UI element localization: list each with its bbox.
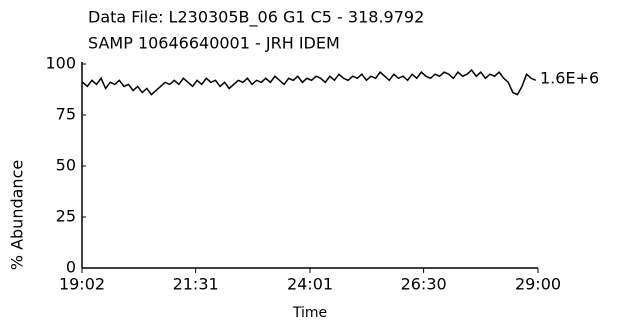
x-axis-label: Time — [292, 305, 327, 321]
y-tick-label: 50 — [56, 156, 76, 175]
trace — [82, 69, 537, 96]
x-tick-label: 21:31 — [173, 275, 219, 294]
x-tick-label: 24:01 — [287, 275, 333, 294]
chart-subtitle: SAMP 10646640001 - JRH IDEM — [88, 34, 340, 53]
y-tick-label: 75 — [56, 105, 76, 124]
x-tick-label: 29:00 — [515, 275, 561, 294]
y-axis-label: % Abundance — [8, 160, 27, 270]
x-tick-label: 26:30 — [401, 275, 447, 294]
y-tick-label: 100 — [45, 54, 76, 73]
annotation: 1.6E+6 — [540, 69, 599, 88]
y-tick-label: 25 — [56, 207, 76, 226]
x-tick-label: 19:02 — [59, 275, 105, 294]
y-tick-label: 0 — [66, 258, 76, 277]
chart-title: Data File: L230305B_06 G1 C5 - 318.9792 — [88, 8, 424, 28]
